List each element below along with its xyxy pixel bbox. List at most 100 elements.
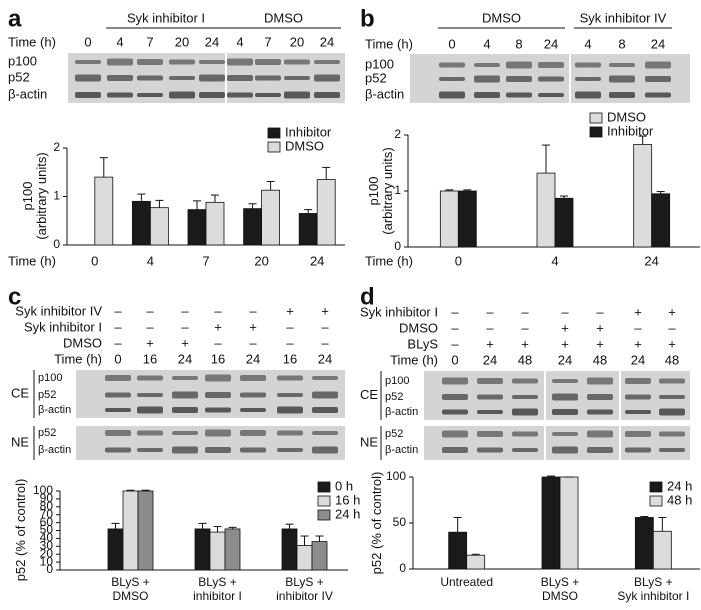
- x-tick-label: 0: [455, 253, 462, 268]
- condition-cell: +: [561, 336, 569, 351]
- blot-band: [277, 406, 303, 414]
- blot-band: [538, 93, 564, 97]
- error-bar: [471, 553, 480, 556]
- bar: [137, 490, 154, 571]
- y-tick-label: 90: [40, 491, 54, 505]
- blot-band: [587, 377, 613, 385]
- y-tick-label: 40: [40, 531, 54, 545]
- condition-cell: 0: [451, 352, 458, 367]
- blot-band: [439, 62, 465, 68]
- blot-label: p52: [385, 428, 403, 440]
- blot-band: [284, 59, 310, 65]
- condition-cell: +: [561, 320, 569, 335]
- condition-cell: 20: [290, 34, 304, 49]
- blot-band: [199, 60, 225, 64]
- condition-cell: –: [114, 303, 122, 318]
- blot-label: β-actin: [365, 86, 404, 101]
- condition-label: Syk inhibitor I: [360, 304, 438, 319]
- blot-label: p100: [385, 375, 409, 387]
- panel-letter: c: [8, 283, 21, 310]
- bar: [131, 200, 151, 246]
- blot-band: [137, 375, 163, 381]
- condition-cell: +: [214, 319, 222, 334]
- condition-cell: 7: [146, 34, 153, 49]
- bar: [209, 531, 226, 571]
- x-tick-label: 24: [310, 253, 324, 268]
- condition-cell: 24: [178, 351, 192, 366]
- blot-band: [659, 378, 685, 384]
- blot-band: [506, 92, 532, 98]
- blot-label: p100: [38, 372, 62, 384]
- bar: [536, 172, 556, 248]
- condition-cell: 4: [584, 36, 591, 51]
- x-tick-label: 4: [551, 253, 558, 268]
- condition-cell: –: [181, 319, 189, 334]
- blot-band: [552, 446, 578, 454]
- legend-swatch: [649, 495, 663, 507]
- blot-band: [312, 376, 338, 380]
- y-tick-label: 1: [394, 183, 401, 197]
- blot-band: [659, 395, 685, 399]
- condition-cell: 16: [143, 351, 157, 366]
- blot-band: [625, 378, 651, 384]
- blot-band: [172, 446, 198, 454]
- condition-cell: 8: [515, 36, 522, 51]
- blot-label: β-actin: [38, 404, 71, 416]
- blot-band: [172, 407, 198, 413]
- blot-band: [107, 75, 133, 81]
- y-axis-label-line: (arbitrary units): [34, 152, 49, 239]
- blot-band: [477, 394, 503, 400]
- y-tick-label: 20: [40, 546, 54, 560]
- y-axis-label-line: p52 (% of control): [369, 472, 384, 575]
- blot-band: [506, 61, 532, 69]
- blot-band: [107, 58, 133, 66]
- condition-label: Time (h): [54, 351, 102, 366]
- blot-band: [137, 430, 163, 436]
- error-bar: [111, 522, 120, 529]
- error-bar: [547, 475, 555, 477]
- error-bar: [137, 193, 146, 202]
- condition-cell: 48: [518, 352, 532, 367]
- x-tick-label: 20: [254, 253, 268, 268]
- blot-band: [137, 75, 163, 81]
- y-tick-label: 2: [53, 140, 60, 154]
- bar: [634, 517, 654, 570]
- condition-cell: +: [286, 303, 294, 318]
- condition-cell: 24: [631, 352, 645, 367]
- blot-band: [227, 92, 253, 98]
- blot-band: [587, 409, 613, 415]
- bar: [466, 554, 486, 570]
- y-tick-label: 2: [394, 127, 401, 141]
- condition-cell: 4: [116, 34, 123, 49]
- blot-band: [552, 432, 578, 436]
- blot-band: [474, 92, 500, 98]
- x-tick-label-line: Syk inhibitor I: [617, 589, 689, 603]
- bar: [298, 213, 318, 246]
- blot-band: [442, 377, 468, 385]
- legend-label: 16 h: [335, 492, 360, 507]
- x-axis-label: Time (h): [8, 253, 56, 268]
- condition-label: Time (h): [365, 36, 413, 51]
- condition-cell: 24: [544, 36, 558, 51]
- condition-cell: 48: [665, 352, 679, 367]
- legend-swatch: [267, 127, 281, 139]
- blot-band: [587, 394, 613, 400]
- blot-band: [477, 410, 503, 414]
- condition-cell: +: [249, 319, 257, 334]
- legend-swatch: [317, 509, 331, 521]
- condition-cell: –: [114, 335, 122, 350]
- condition-cell: –: [286, 335, 294, 350]
- blot-band: [312, 446, 338, 454]
- error-bar: [315, 535, 324, 542]
- blot-label: p52: [385, 391, 403, 403]
- error-bar: [304, 209, 313, 214]
- bar: [149, 207, 169, 246]
- condition-cell: 20: [175, 34, 189, 49]
- blot-label: p52: [365, 70, 387, 85]
- condition-cell: –: [486, 320, 494, 335]
- blot-band: [512, 431, 538, 437]
- blot-band: [312, 431, 338, 435]
- y-tick-label: 100: [386, 469, 406, 483]
- error-bar: [211, 194, 219, 203]
